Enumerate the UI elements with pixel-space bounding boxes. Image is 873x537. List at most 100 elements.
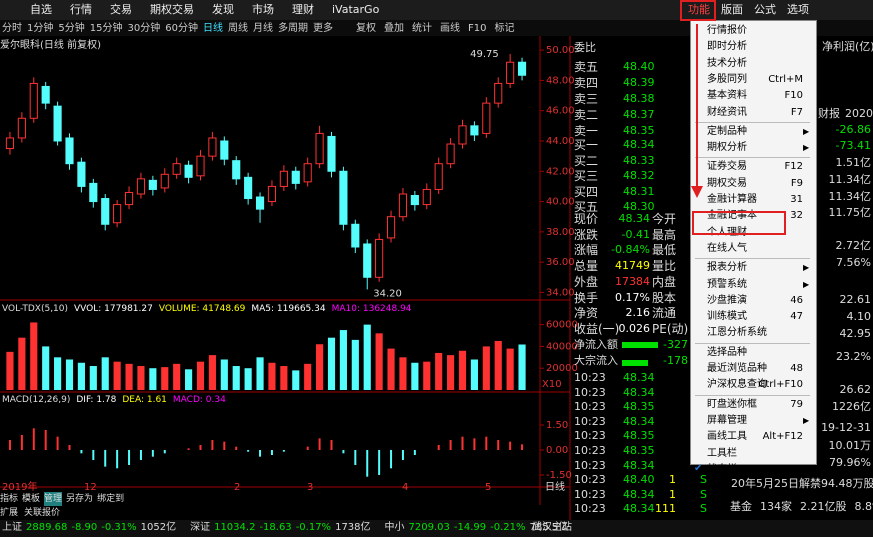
x-tick-label: 4 xyxy=(402,482,408,493)
period-tab[interactable]: 多周期 xyxy=(278,22,308,36)
period-tab[interactable]: 30分钟 xyxy=(127,22,160,36)
menu-item-label: 多股同列 xyxy=(707,73,747,87)
volume-bar xyxy=(304,364,311,390)
menu-item[interactable]: 功能 xyxy=(688,3,710,17)
tool-button[interactable]: F10 xyxy=(468,22,486,36)
candle-body xyxy=(376,239,383,277)
menu-item-label: 基本资料 xyxy=(707,89,747,103)
function-menu: 行情报价即时分析技术分析多股同列Ctrl+M基本资料F10财经资讯F7定制品种▶… xyxy=(690,20,817,465)
y-tick-label: 50.00 xyxy=(546,45,575,56)
stat-label: 今开 xyxy=(652,212,676,226)
period-tab[interactable]: 分时 xyxy=(2,22,22,36)
menu-item[interactable]: iVatarGo xyxy=(332,3,379,17)
ask-price: 48.38 xyxy=(623,92,655,106)
menu-item-label: 选择品种 xyxy=(707,346,747,360)
period-tab[interactable]: 60分钟 xyxy=(165,22,198,36)
volume-bar xyxy=(197,362,204,390)
chart-tab[interactable]: 另存为 xyxy=(66,492,93,506)
flow-bar xyxy=(622,342,658,348)
finance-year: 2020 xyxy=(845,107,873,121)
period-tab[interactable]: 1分钟 xyxy=(27,22,53,36)
tick-cell: 10:23 xyxy=(574,502,606,516)
candle-body xyxy=(173,164,180,175)
chart-tab[interactable]: 关联报价 xyxy=(24,506,60,520)
candle-body xyxy=(42,86,49,103)
chart-tab[interactable]: 扩展 xyxy=(0,506,18,520)
volume-bar xyxy=(507,349,514,390)
stat-label: 流通 xyxy=(652,306,676,320)
tool-button[interactable]: 复权 xyxy=(356,22,376,36)
chart-tab[interactable]: 模板 xyxy=(22,492,40,506)
bid-price: 48.34 xyxy=(623,138,655,152)
legend-item: VVOL: 177981.27 xyxy=(74,302,153,316)
flow-value: -327 xyxy=(663,338,688,352)
stat-value: 0.026 xyxy=(619,322,651,336)
volume-bar xyxy=(399,357,406,390)
tick-cell: 111 xyxy=(655,502,676,516)
chart-tab[interactable]: 管理 xyxy=(44,492,62,506)
period-tab[interactable]: 周线 xyxy=(228,22,248,36)
menu-item[interactable]: 版面 xyxy=(721,3,743,17)
menu-item-label: 期权交易 xyxy=(707,177,747,191)
tick-cell: 10:23 xyxy=(574,400,606,414)
stat-value: -0.41 xyxy=(622,228,650,242)
volume-bar xyxy=(435,353,442,390)
tool-button[interactable]: 叠加 xyxy=(384,22,404,36)
volume-bar xyxy=(233,366,240,390)
candle-body xyxy=(483,103,490,133)
menu-shortcut: 31 xyxy=(790,193,803,207)
volume-bar xyxy=(209,355,216,390)
menu-item-label: 最近浏览品种 xyxy=(707,362,767,376)
tool-button[interactable]: 标记 xyxy=(494,22,514,36)
y-tick-label: 0.00 xyxy=(546,445,568,456)
menu-item[interactable]: 自选 xyxy=(30,3,52,17)
chart-tab[interactable]: 指标 xyxy=(0,492,18,506)
menu-separator xyxy=(695,157,810,158)
candle-body xyxy=(387,217,394,238)
menu-item[interactable]: 理财 xyxy=(292,3,314,17)
stat-value: -0.84% xyxy=(611,243,650,257)
low-annotation: 34.20 xyxy=(373,288,402,299)
finance-value: 79.96% xyxy=(829,456,871,470)
menu-item-label: 即时分析 xyxy=(707,40,747,54)
volume-bar xyxy=(6,352,13,390)
candle-body xyxy=(518,62,525,75)
period-tab[interactable]: 15分钟 xyxy=(90,22,123,36)
y-tick-label: 1.50 xyxy=(546,420,568,431)
stat-value: 17384 xyxy=(615,275,650,289)
bid-price: 48.31 xyxy=(623,185,655,199)
menu-item[interactable]: 公式 xyxy=(754,3,776,17)
menu-item[interactable]: 市场 xyxy=(252,3,274,17)
tool-button[interactable]: 画线 xyxy=(440,22,460,36)
period-tab[interactable]: 5分钟 xyxy=(58,22,84,36)
tool-button[interactable]: 统计 xyxy=(412,22,432,36)
menu-bar-right: 功能版面公式选项 xyxy=(688,3,809,17)
period-tab[interactable]: 月线 xyxy=(253,22,273,36)
menu-item[interactable]: 选项 xyxy=(787,3,809,17)
chart-tab[interactable]: 绑定到 xyxy=(97,492,124,506)
menu-item[interactable]: 发现 xyxy=(212,3,234,17)
volume-bar xyxy=(518,345,525,390)
x-tick-label: 2 xyxy=(234,482,240,493)
menu-item-label: 个人理财 xyxy=(707,226,747,240)
candle-body xyxy=(114,205,121,223)
menu-item-label: 在线人气 xyxy=(707,242,747,256)
volume-bar xyxy=(30,322,37,390)
y-tick-label: 34.00 xyxy=(546,287,575,298)
menu-item[interactable]: 交易 xyxy=(110,3,132,17)
menu-item[interactable]: 期权交易 xyxy=(150,3,194,17)
menu-item-label: 屏幕管理 xyxy=(707,414,747,428)
tick-cell: 1 xyxy=(669,473,676,487)
candle-body xyxy=(364,244,371,277)
period-tab[interactable]: 更多 xyxy=(313,22,333,36)
menu-shortcut: 46 xyxy=(790,294,803,308)
candle-body xyxy=(233,161,240,179)
menu-item-label: 财经资讯 xyxy=(707,106,747,120)
stat-label: 净资 xyxy=(574,306,598,320)
period-tab[interactable]: 日线 xyxy=(203,22,223,36)
tick-cell: S xyxy=(700,473,707,487)
menu-item[interactable]: 行情 xyxy=(70,3,92,17)
y-tick-label: 42.00 xyxy=(546,166,575,177)
finance-value: 2.72亿 xyxy=(836,239,872,253)
menu-bar: 自选 行情 交易 期权交易 发现 市场 理财 iVatarGo xyxy=(30,3,379,17)
